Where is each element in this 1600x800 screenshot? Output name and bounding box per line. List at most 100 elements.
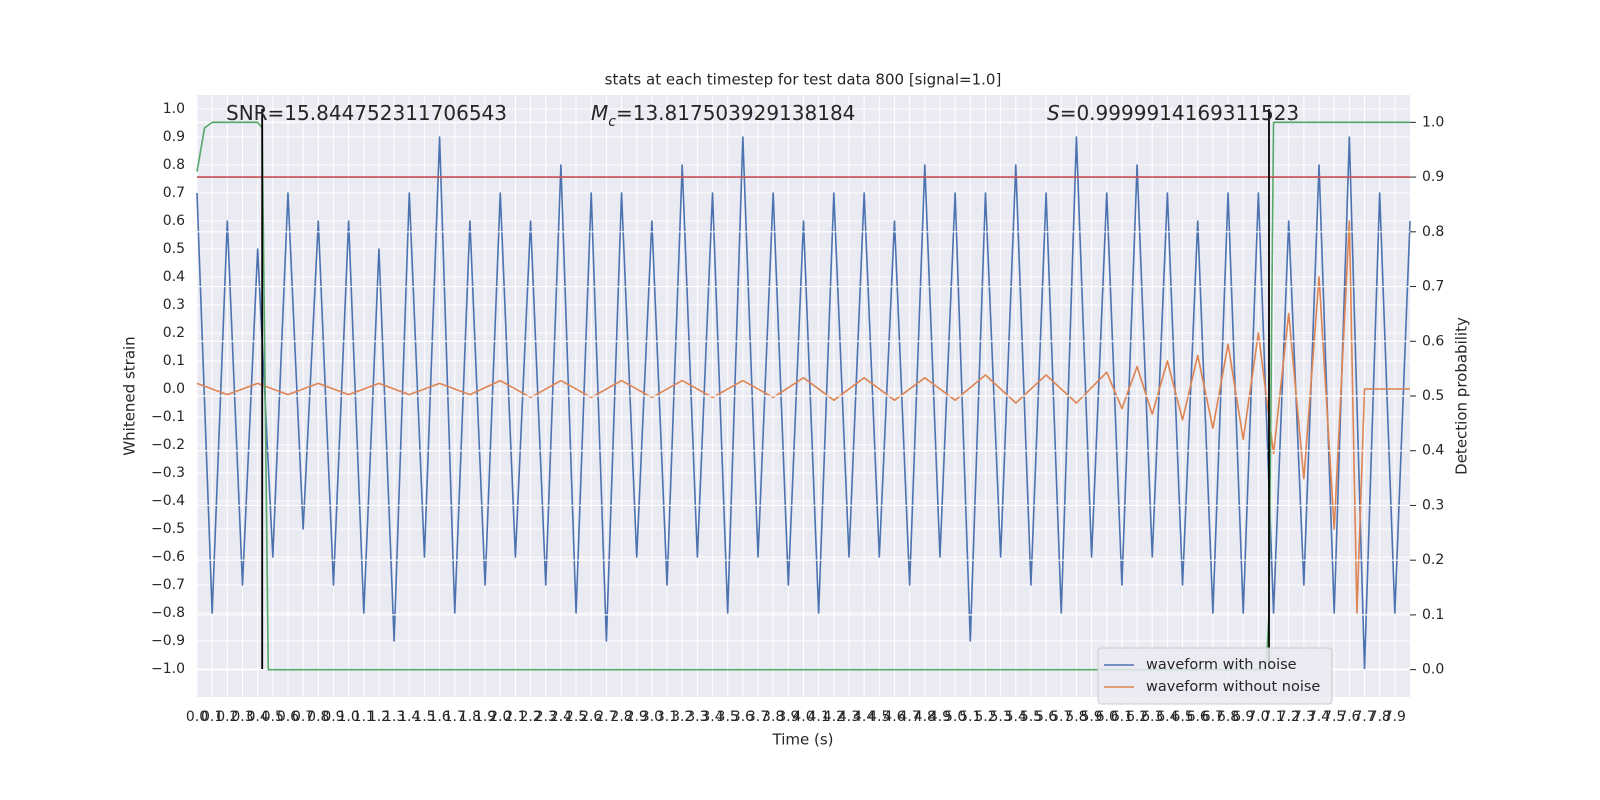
x-tick-label: 0.4 — [247, 709, 269, 725]
y-tick-label: 0.0 — [163, 381, 185, 397]
x-tick-label: 0.3 — [231, 709, 253, 725]
x-tick-label: 3.9 — [777, 709, 799, 725]
x-tick-label: 3.2 — [671, 709, 693, 725]
x-tick-label: 5.7 — [1050, 709, 1072, 725]
y-tick-label: −0.4 — [151, 493, 185, 509]
y2-axis-label: Detection probability — [1453, 317, 1471, 475]
x-tick-label: 0.5 — [262, 709, 284, 725]
x-tick-label: 3.5 — [717, 709, 739, 725]
y2-tick-label: 0.3 — [1422, 497, 1444, 513]
x-tick-label: 5.3 — [989, 709, 1011, 725]
y-tick-label: 0.8 — [163, 157, 185, 173]
y2-tick-label: 0.0 — [1422, 662, 1444, 678]
y-tick-label: 0.4 — [163, 269, 185, 285]
x-tick-label: 7.0 — [1247, 709, 1269, 725]
y-tick-label: 0.2 — [163, 325, 185, 341]
annotation-symbol: M — [591, 101, 608, 125]
x-tick-label: 6.0 — [1096, 709, 1118, 725]
x-tick-label: 4.4 — [853, 709, 875, 725]
x-tick-label: 7.4 — [1308, 709, 1330, 725]
annotation-text: SNR=15.844752311706543 — [226, 101, 507, 125]
x-tick-label: 4.0 — [792, 709, 814, 725]
x-tick-label: 3.7 — [747, 709, 769, 725]
x-tick-label: 2.5 — [565, 709, 587, 725]
x-tick-label: 7.7 — [1353, 709, 1375, 725]
x-tick-label: 0.9 — [322, 709, 344, 725]
x-tick-label: 1.8 — [459, 709, 481, 725]
x-tick-label: 7.1 — [1262, 709, 1284, 725]
x-tick-label: 5.4 — [1005, 709, 1027, 725]
annotation-symbol: S — [1047, 101, 1060, 125]
x-tick-label: 3.6 — [732, 709, 754, 725]
x-tick-label: 1.2 — [368, 709, 390, 725]
x-tick-label: 6.9 — [1232, 709, 1254, 725]
x-tick-label: 0.7 — [292, 709, 314, 725]
x-tick-label: 6.3 — [1141, 709, 1163, 725]
x-tick-label: 4.5 — [868, 709, 890, 725]
y2-tick-label: 0.8 — [1422, 224, 1444, 240]
x-tick-label: 5.5 — [1020, 709, 1042, 725]
y-tick-label: 0.1 — [163, 353, 185, 369]
y2-tick-label: 0.6 — [1422, 333, 1444, 349]
y-tick-label: 1.0 — [163, 101, 185, 117]
x-tick-label: 5.0 — [944, 709, 966, 725]
x-tick-label: 4.8 — [914, 709, 936, 725]
legend-label: waveform with noise — [1146, 657, 1297, 673]
y2-tick-label: 0.1 — [1422, 607, 1444, 623]
legend-label: waveform without noise — [1146, 679, 1320, 695]
x-tick-label: 6.2 — [1126, 709, 1148, 725]
x-tick-label: 1.6 — [428, 709, 450, 725]
x-tick-label: 1.1 — [353, 709, 375, 725]
x-tick-label: 0.8 — [307, 709, 329, 725]
y-tick-label: −0.3 — [151, 465, 185, 481]
y-tick-label: −0.6 — [151, 549, 185, 565]
x-tick-label: 7.2 — [1278, 709, 1300, 725]
x-tick-label: 6.4 — [1156, 709, 1178, 725]
x-tick-label: 5.6 — [1035, 709, 1057, 725]
y2-tick-label: 0.4 — [1422, 443, 1444, 459]
x-axis-label: Time (s) — [772, 731, 834, 749]
x-tick-label: 2.4 — [550, 709, 572, 725]
x-tick-label: 7.5 — [1323, 709, 1345, 725]
x-tick-label: 5.9 — [1080, 709, 1102, 725]
x-tick-label: 4.2 — [823, 709, 845, 725]
x-tick-label: 1.7 — [444, 709, 466, 725]
chart-title: stats at each timestep for test data 800… — [605, 71, 1002, 89]
y-tick-label: 0.5 — [163, 241, 185, 257]
x-tick-label: 4.9 — [929, 709, 951, 725]
x-tick-label: 1.0 — [337, 709, 359, 725]
y-tick-label: −1.0 — [151, 661, 185, 677]
x-tick-label: 6.8 — [1217, 709, 1239, 725]
x-tick-label: 3.4 — [701, 709, 723, 725]
x-tick-label: 7.9 — [1384, 709, 1406, 725]
annotation-subscript: c — [608, 114, 616, 130]
x-tick-label: 0.2 — [216, 709, 238, 725]
x-tick-label: 1.5 — [413, 709, 435, 725]
x-tick-label: 7.6 — [1338, 709, 1360, 725]
x-tick-label: 2.6 — [580, 709, 602, 725]
x-tick-label: 4.7 — [899, 709, 921, 725]
y-tick-label: −0.7 — [151, 577, 185, 593]
x-tick-label: 2.0 — [489, 709, 511, 725]
y-tick-label: −0.8 — [151, 605, 185, 621]
x-tick-label: 5.2 — [974, 709, 996, 725]
annotation: SNR=15.844752311706543 — [226, 101, 507, 125]
y-tick-label: 0.6 — [163, 213, 185, 229]
x-tick-label: 2.8 — [610, 709, 632, 725]
annotation-text: =0.9999914169311523 — [1060, 101, 1299, 125]
x-tick-label: 4.6 — [883, 709, 905, 725]
x-tick-label: 2.3 — [535, 709, 557, 725]
series-line — [196, 136, 1411, 670]
y-axis-label: Whitened strain — [121, 336, 139, 455]
y2-tick-label: 0.7 — [1422, 279, 1444, 295]
x-tick-label: 2.1 — [504, 709, 526, 725]
x-tick-label: 1.3 — [383, 709, 405, 725]
x-tick-label: 4.1 — [808, 709, 830, 725]
y-tick-label: −0.5 — [151, 521, 185, 537]
x-tick-label: 4.3 — [838, 709, 860, 725]
y-tick-label: 0.3 — [163, 297, 185, 313]
x-tick-label: 5.1 — [959, 709, 981, 725]
